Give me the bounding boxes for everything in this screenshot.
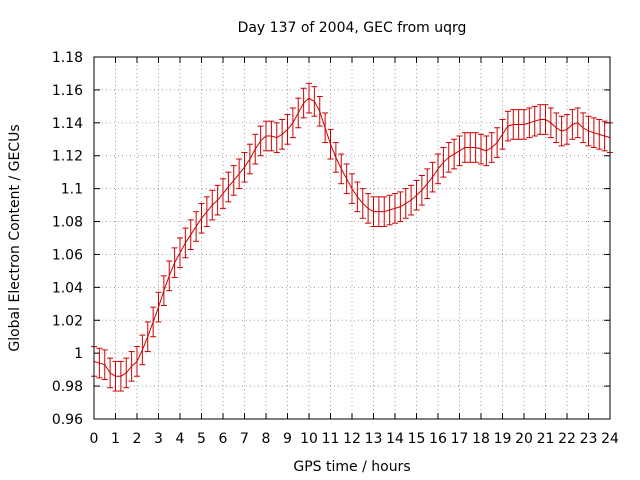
y-tick-label: 1.14 bbox=[52, 116, 83, 132]
x-tick-label: 13 bbox=[365, 431, 383, 447]
x-tick-label: 5 bbox=[197, 431, 206, 447]
x-tick-label: 22 bbox=[558, 431, 576, 447]
x-tick-label: 14 bbox=[386, 431, 404, 447]
x-tick-label: 7 bbox=[240, 431, 249, 447]
y-tick-label: 1.02 bbox=[52, 313, 83, 329]
y-tick-label: 1.06 bbox=[52, 247, 83, 263]
x-tick-label: 2 bbox=[133, 431, 142, 447]
x-tick-label: 16 bbox=[429, 431, 447, 447]
chart-title: Day 137 of 2004, GEC from uqrg bbox=[238, 20, 467, 36]
x-tick-label: 4 bbox=[176, 431, 185, 447]
y-tick-label: 0.98 bbox=[52, 379, 83, 395]
y-tick-label: 1.1 bbox=[61, 182, 83, 198]
y-tick-label: 1.16 bbox=[52, 83, 83, 99]
x-tick-label: 9 bbox=[283, 431, 292, 447]
y-tick-label: 1 bbox=[74, 346, 83, 362]
x-tick-label: 20 bbox=[515, 431, 533, 447]
x-tick-label: 23 bbox=[580, 431, 598, 447]
y-tick-label: 1.18 bbox=[52, 50, 83, 66]
x-tick-label: 15 bbox=[408, 431, 426, 447]
axis-ticks bbox=[93, 56, 611, 420]
y-tick-labels: 0.96 0.98 1 1.02 1.04 1.06 1.08 1.1 1.12 1.14 1.16… bbox=[52, 50, 83, 428]
x-tick-label: 19 bbox=[494, 431, 512, 447]
x-tick-label: 6 bbox=[219, 431, 228, 447]
x-tick-label: 10 bbox=[300, 431, 318, 447]
series-group bbox=[91, 82, 613, 392]
plot-frame bbox=[93, 56, 611, 420]
x-tick-label: 8 bbox=[262, 431, 271, 447]
x-tick-label: 18 bbox=[472, 431, 490, 447]
y-tick-label: 0.96 bbox=[52, 412, 83, 428]
x-tick-label: 21 bbox=[537, 431, 555, 447]
x-tick-label: 1 bbox=[111, 431, 120, 447]
x-tick-label: 3 bbox=[154, 431, 163, 447]
y-tick-label: 1.08 bbox=[52, 215, 83, 231]
y-tick-label: 1.04 bbox=[52, 280, 83, 296]
x-tick-label: 24 bbox=[601, 431, 619, 447]
x-tick-label: 17 bbox=[451, 431, 469, 447]
y-axis-label: Global Electron Content / GECUs bbox=[7, 124, 23, 351]
x-axis-label: GPS time / hours bbox=[293, 459, 410, 475]
x-tick-label: 0 bbox=[90, 431, 99, 447]
x-tick-label: 12 bbox=[343, 431, 361, 447]
x-tick-label: 11 bbox=[322, 431, 340, 447]
y-tick-label: 1.12 bbox=[52, 149, 83, 165]
x-tick-labels: 0 1 2 3 4 5 6 7 8 9 10 11 12 13 14 15 16 17 18 19 20 21 22 23 24 bbox=[90, 431, 619, 447]
